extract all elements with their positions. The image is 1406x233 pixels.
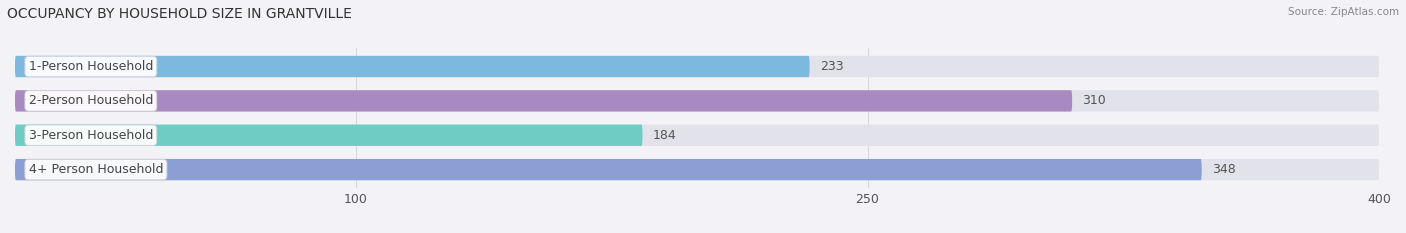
Text: 4+ Person Household: 4+ Person Household [28, 163, 163, 176]
FancyBboxPatch shape [15, 125, 643, 146]
FancyBboxPatch shape [15, 159, 1379, 180]
FancyBboxPatch shape [15, 56, 810, 77]
Text: 2-Person Household: 2-Person Household [28, 94, 153, 107]
FancyBboxPatch shape [15, 90, 1073, 112]
Text: 310: 310 [1083, 94, 1107, 107]
Text: 233: 233 [820, 60, 844, 73]
Text: 184: 184 [652, 129, 676, 142]
FancyBboxPatch shape [15, 56, 1379, 77]
Text: OCCUPANCY BY HOUSEHOLD SIZE IN GRANTVILLE: OCCUPANCY BY HOUSEHOLD SIZE IN GRANTVILL… [7, 7, 351, 21]
Text: Source: ZipAtlas.com: Source: ZipAtlas.com [1288, 7, 1399, 17]
FancyBboxPatch shape [15, 90, 1379, 112]
Text: 1-Person Household: 1-Person Household [28, 60, 153, 73]
FancyBboxPatch shape [15, 125, 1379, 146]
Text: 3-Person Household: 3-Person Household [28, 129, 153, 142]
FancyBboxPatch shape [15, 159, 1202, 180]
Text: 348: 348 [1212, 163, 1236, 176]
